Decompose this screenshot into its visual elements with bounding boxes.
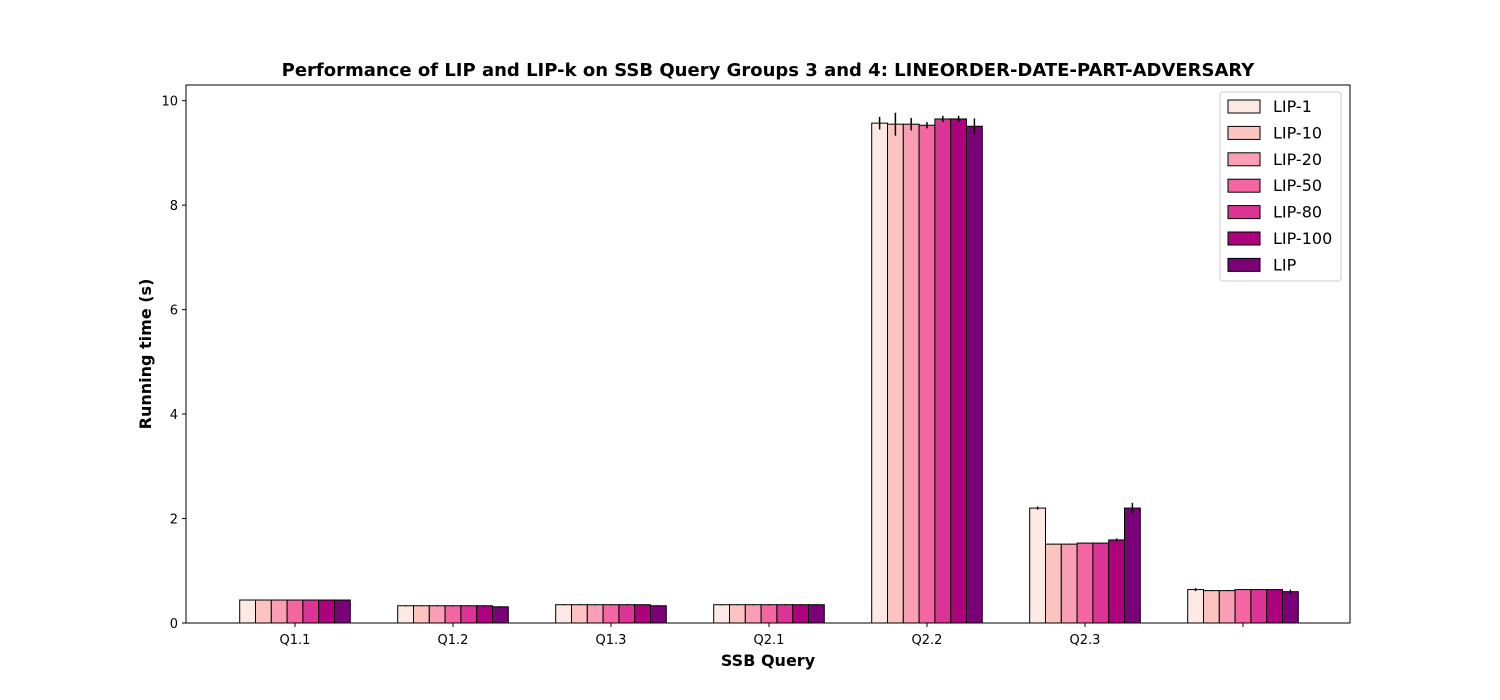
bar-group <box>555 604 667 624</box>
bar <box>239 599 256 624</box>
bar <box>792 604 810 624</box>
bar <box>555 604 573 624</box>
bar-group <box>397 605 509 624</box>
bar <box>476 605 494 624</box>
legend-item: LIP-100 <box>1227 229 1332 248</box>
legend-label: LIP-1 <box>1273 97 1312 116</box>
bar <box>902 123 920 624</box>
y-axis: 0 2 4 6 8 10 <box>161 95 186 632</box>
legend-label: LIP-80 <box>1273 203 1322 222</box>
bar <box>444 605 462 624</box>
legend-label: LIP-100 <box>1273 229 1332 248</box>
bar <box>1187 589 1204 624</box>
bar <box>1092 542 1110 624</box>
x-tick-label: Q1.2 <box>438 633 469 648</box>
bar <box>413 605 430 624</box>
legend-swatch <box>1227 152 1261 167</box>
legend-label: LIP-10 <box>1273 123 1322 142</box>
bar <box>602 604 620 624</box>
bar <box>618 604 636 624</box>
bar <box>808 604 825 624</box>
bar <box>492 606 509 624</box>
bar-group <box>239 599 351 624</box>
y-tick-label: 2 <box>170 513 178 528</box>
bar <box>950 118 968 624</box>
bar <box>428 605 446 624</box>
bar <box>1282 591 1299 624</box>
bar <box>887 123 904 624</box>
bar-group <box>871 118 983 624</box>
bar <box>334 599 351 624</box>
bar <box>1029 507 1046 624</box>
y-tick-label: 4 <box>170 408 178 423</box>
bar-group <box>1187 589 1299 624</box>
bar <box>460 605 478 624</box>
bar <box>776 604 794 624</box>
legend: LIP-1 LIP-10 LIP-20 LIP-50 LIP-80 LIP-100 LIP <box>1219 91 1342 282</box>
legend-swatch <box>1227 231 1261 246</box>
legend-swatch <box>1227 178 1261 193</box>
bar <box>1266 589 1283 624</box>
y-tick-label: 6 <box>170 304 178 319</box>
legend-label: LIP-50 <box>1273 176 1322 195</box>
bar <box>871 122 889 624</box>
bar <box>1203 590 1220 624</box>
x-axis-label: SSB Query <box>721 651 816 670</box>
x-tick-label: Q1.1 <box>280 633 311 648</box>
bar <box>1108 539 1125 624</box>
legend-swatch <box>1227 257 1261 272</box>
y-axis-label: Running time (s) <box>136 279 155 430</box>
bar <box>270 599 288 624</box>
bar <box>302 599 320 624</box>
y-tick-label: 0 <box>170 617 178 632</box>
legend-label: LIP <box>1273 255 1297 274</box>
bar <box>1250 589 1268 624</box>
bar <box>713 604 731 624</box>
bar <box>918 124 936 624</box>
legend-item: LIP <box>1227 255 1297 274</box>
legend-label: LIP-20 <box>1273 150 1322 169</box>
legend-item: LIP-50 <box>1227 176 1322 195</box>
plot-frame <box>185 84 1351 624</box>
legend-item: LIP-20 <box>1227 150 1322 169</box>
legend-item: LIP-10 <box>1227 123 1322 142</box>
bar <box>1124 507 1141 624</box>
y-tick-label: 8 <box>170 199 178 214</box>
error-bars-layer <box>246 112 1292 608</box>
bar <box>1234 589 1252 624</box>
bar <box>318 599 336 624</box>
bar-group <box>1029 507 1141 624</box>
chart-title: Performance of LIP and LIP-k on SSB Quer… <box>282 60 1256 81</box>
bar <box>634 604 652 624</box>
bar <box>255 599 272 624</box>
x-tick-label: Q1.3 <box>596 633 627 648</box>
bar-group <box>713 604 825 624</box>
bar <box>650 605 667 624</box>
bar <box>397 605 415 624</box>
x-tick-label: Q2.2 <box>912 633 943 648</box>
bar <box>1218 590 1236 624</box>
legend-swatch <box>1227 99 1261 114</box>
legend-swatch <box>1227 125 1261 140</box>
bar <box>744 604 762 624</box>
y-tick-label: 10 <box>161 95 178 110</box>
bar <box>934 118 952 624</box>
bar <box>1045 543 1062 624</box>
x-axis: Q1.1 Q1.2 Q1.3 Q2.1 Q2.2 Q2.3 <box>280 623 1244 648</box>
bar <box>286 599 304 624</box>
x-tick-label: Q2.1 <box>754 633 785 648</box>
bar <box>1076 542 1094 624</box>
x-tick-label: Q2.3 <box>1070 633 1101 648</box>
bar <box>586 604 604 624</box>
legend-item: LIP-80 <box>1227 203 1322 222</box>
legend-item: LIP-1 <box>1227 97 1312 116</box>
bar <box>729 604 746 624</box>
bars-layer <box>239 118 1299 624</box>
bar <box>1060 543 1078 624</box>
bar <box>571 604 588 624</box>
bar <box>966 125 983 624</box>
legend-swatch <box>1227 205 1261 220</box>
bar <box>760 604 778 624</box>
